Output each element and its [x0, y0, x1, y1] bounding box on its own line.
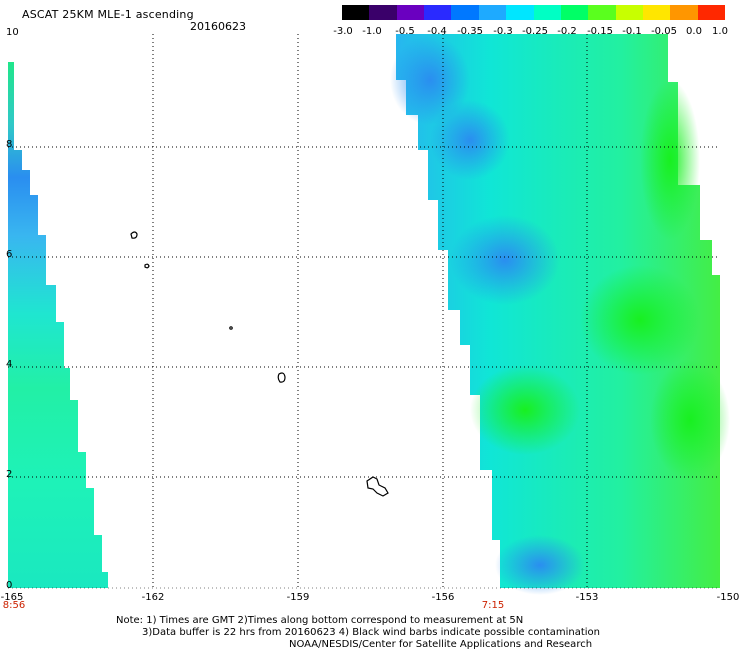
- x-tick-label: -162: [141, 592, 165, 603]
- colorbar-swatch: [615, 5, 643, 20]
- colorbar-label: -0.25: [522, 26, 548, 37]
- map-date: 20160623: [190, 20, 246, 33]
- colorbar-label: -1.0: [362, 26, 382, 37]
- footnote-line: Note: 1) Times are GMT 2)Times along bot…: [116, 615, 524, 626]
- x-tick-label: -156: [431, 592, 455, 603]
- colorbar-label: -0.15: [587, 26, 613, 37]
- footnote-line: NOAA/NESDIS/Center for Satellite Applica…: [289, 639, 593, 650]
- x-tick-label: -153: [575, 592, 599, 603]
- colorbar-label: -0.1: [622, 26, 642, 37]
- colorbar-swatch: [506, 5, 534, 20]
- low-value-patch: [450, 215, 560, 305]
- colorbar-swatch: [396, 5, 425, 20]
- y-tick-label: 2: [6, 469, 13, 480]
- lat-lon-grid: [8, 34, 720, 588]
- colorbar-swatch: [533, 5, 561, 20]
- colorbar-swatch: [451, 5, 479, 20]
- colorbar-label: -0.3: [493, 26, 513, 37]
- high-value-patch: [580, 265, 700, 375]
- left-swath: [8, 62, 108, 588]
- high-value-patch: [470, 365, 580, 455]
- low-value-patch: [390, 35, 470, 125]
- y-tick-label: 8: [6, 139, 13, 150]
- colorbar-swatch: [342, 5, 370, 20]
- x-tick-label: -159: [286, 592, 310, 603]
- colorbar-label: -0.35: [457, 26, 483, 37]
- y-tick-label: 10: [6, 27, 19, 38]
- high-value-patch: [640, 80, 700, 240]
- colorbar: [342, 5, 726, 20]
- low-value-patch: [495, 535, 585, 595]
- colorbar-label: 1.0: [712, 26, 728, 37]
- x-tick-label: -150: [716, 592, 740, 603]
- colorbar-label: -3.0: [333, 26, 353, 37]
- low-value-patch: [430, 100, 510, 180]
- colorbar-swatch: [560, 5, 589, 20]
- island-outlines: [130, 231, 389, 497]
- y-tick-label: 4: [6, 359, 13, 370]
- y-tick-label: 6: [6, 249, 13, 260]
- x-tick-label: -165: [0, 592, 24, 603]
- colorbar-swatch: [478, 5, 507, 20]
- colorbar-swatch: [588, 5, 616, 20]
- footnote-line: 3)Data buffer is 22 hrs from 20160623 4)…: [142, 627, 600, 638]
- high-value-patch: [650, 360, 730, 480]
- colorbar-swatch: [697, 5, 726, 20]
- pass-time-label: 8:56: [2, 600, 26, 611]
- colorbar-swatch: [670, 5, 698, 20]
- colorbar-label: -0.05: [651, 26, 677, 37]
- colorbar-label: -0.2: [557, 26, 577, 37]
- y-tick-label: 0: [6, 580, 13, 591]
- colorbar-swatch: [642, 5, 671, 20]
- map-title: ASCAT 25KM MLE-1 ascending: [22, 8, 194, 21]
- colorbar-label: 0.0: [686, 26, 702, 37]
- pass-time-label: 7:15: [481, 600, 505, 611]
- colorbar-swatch: [424, 5, 452, 20]
- colorbar-label: -0.5: [395, 26, 415, 37]
- colorbar-swatch: [369, 5, 397, 20]
- colorbar-label: -0.4: [427, 26, 447, 37]
